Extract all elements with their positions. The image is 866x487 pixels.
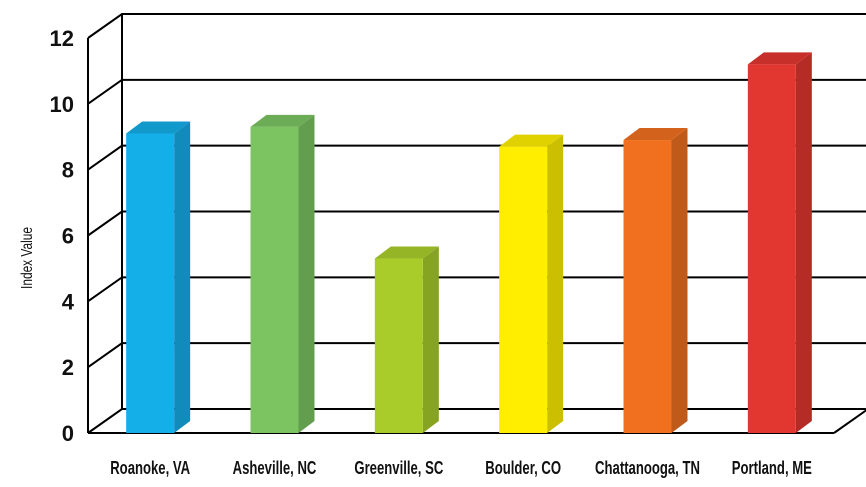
y-tick-label: 10 [50, 92, 74, 117]
floor-right-edge [833, 409, 866, 434]
bar-0 [126, 121, 191, 434]
bar-top [747, 52, 812, 65]
x-category-label: Greenville, SC [354, 459, 443, 479]
bar-top [250, 114, 315, 127]
bar-top [499, 134, 564, 147]
chart-grid [87, 13, 866, 434]
gridline [87, 342, 866, 368]
bar-front [623, 140, 672, 433]
chart-bars [126, 52, 812, 434]
bar-top [374, 246, 439, 259]
y-tick-label: 2 [62, 355, 74, 380]
bar-side [795, 52, 812, 433]
gridline [87, 408, 866, 434]
bar-front [499, 146, 548, 433]
x-category-label: Boulder, CO [485, 459, 561, 479]
bar-side [422, 246, 439, 433]
y-tick-label: 12 [50, 26, 74, 51]
bar-3 [499, 134, 564, 433]
x-category-label: Portland, ME [732, 459, 812, 479]
y-tick-label: 0 [62, 421, 74, 446]
bar-1 [250, 114, 315, 433]
gridline [87, 210, 866, 237]
bar-4 [623, 128, 688, 433]
y-axis-label: Index Value [19, 227, 36, 289]
gridline [87, 78, 866, 105]
bar-top [126, 121, 191, 134]
bar-side [671, 128, 688, 433]
y-axis-ticks: 0 2 4 6 8 10 12 [50, 26, 75, 446]
bar-2 [374, 246, 439, 433]
gridline [87, 276, 866, 303]
x-axis-categories: Roanoke, VA Asheville, NC Greenville, SC Bo… [110, 459, 812, 479]
x-category-label: Chattanooga, TN [595, 459, 700, 479]
gridline [87, 13, 866, 39]
bar-5 [747, 52, 812, 433]
bar-front [747, 64, 796, 433]
bar-side [298, 114, 315, 433]
y-tick-label: 8 [62, 158, 74, 183]
bar-front [374, 258, 423, 433]
y-tick-label: 6 [62, 224, 74, 249]
bar-side [547, 134, 564, 433]
bar-front [250, 126, 299, 433]
x-category-label: Asheville, NC [233, 459, 317, 479]
y-tick-label: 4 [62, 289, 75, 314]
bar-front [126, 133, 175, 434]
gridline [87, 144, 866, 171]
x-category-label: Roanoke, VA [110, 459, 190, 479]
bar-side [174, 121, 191, 433]
bar-top [623, 128, 688, 141]
